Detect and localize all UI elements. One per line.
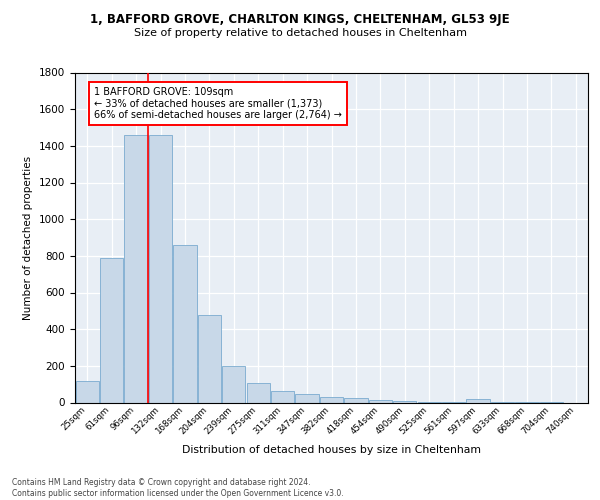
Bar	[124, 135, 148, 402]
Bar	[271, 390, 294, 402]
Bar	[295, 394, 319, 402]
Bar	[198, 314, 221, 402]
X-axis label: Distribution of detached houses by size in Cheltenham: Distribution of detached houses by size …	[182, 444, 481, 454]
Text: 1 BAFFORD GROVE: 109sqm
← 33% of detached houses are smaller (1,373)
66% of semi: 1 BAFFORD GROVE: 109sqm ← 33% of detache…	[94, 87, 342, 120]
Bar	[369, 400, 392, 402]
Bar	[100, 258, 123, 402]
Bar	[247, 383, 270, 402]
Bar	[76, 380, 99, 402]
Bar	[466, 399, 490, 402]
Bar	[320, 397, 343, 402]
Text: Contains HM Land Registry data © Crown copyright and database right 2024.
Contai: Contains HM Land Registry data © Crown c…	[12, 478, 344, 498]
Text: Size of property relative to detached houses in Cheltenham: Size of property relative to detached ho…	[133, 28, 467, 38]
Bar	[393, 401, 416, 402]
Y-axis label: Number of detached properties: Number of detached properties	[23, 156, 34, 320]
Bar	[173, 245, 197, 402]
Bar	[344, 398, 368, 402]
Bar	[149, 135, 172, 402]
Text: 1, BAFFORD GROVE, CHARLTON KINGS, CHELTENHAM, GL53 9JE: 1, BAFFORD GROVE, CHARLTON KINGS, CHELTE…	[90, 12, 510, 26]
Bar	[222, 366, 245, 403]
